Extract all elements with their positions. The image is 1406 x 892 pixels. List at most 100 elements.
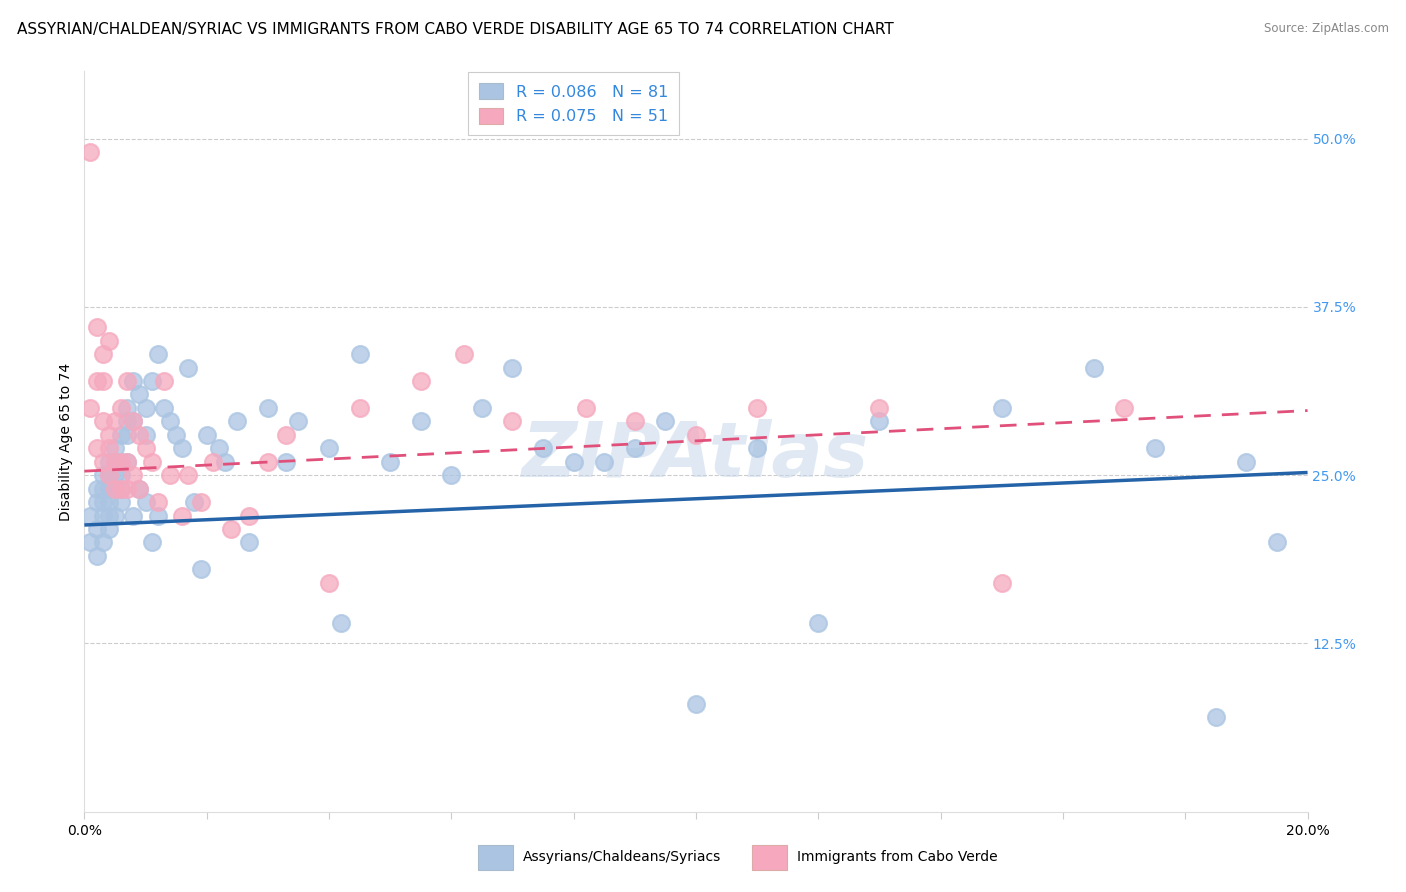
Point [97, 427, 120, 442]
Point [122, 468, 145, 483]
Point [104, 468, 127, 483]
Point [183, 495, 205, 509]
Text: Source: ZipAtlas.com: Source: ZipAtlas.com [1264, 22, 1389, 36]
Point [110, 468, 132, 483]
Point [115, 414, 138, 428]
Point [91, 535, 114, 549]
Point [172, 442, 194, 456]
Point [97, 334, 120, 348]
Point [135, 401, 157, 415]
Point [146, 508, 169, 523]
Point [276, 455, 298, 469]
Point [238, 508, 260, 523]
Point [190, 495, 212, 509]
Point [349, 401, 371, 415]
Text: ASSYRIAN/CHALDEAN/SYRIAC VS IMMIGRANTS FROM CABO VERDE DISABILITY AGE 65 TO 74 C: ASSYRIAN/CHALDEAN/SYRIAC VS IMMIGRANTS F… [17, 22, 894, 37]
Point [219, 522, 242, 536]
Point [257, 455, 280, 469]
Point [159, 468, 181, 483]
Point [991, 575, 1014, 590]
Point [318, 575, 340, 590]
Point [177, 468, 200, 483]
Point [1236, 455, 1258, 469]
Point [104, 482, 127, 496]
Legend: R = 0.086   N = 81, R = 0.075   N = 51: R = 0.086 N = 81, R = 0.075 N = 51 [468, 72, 679, 136]
Point [685, 427, 707, 442]
Point [86, 442, 108, 456]
Point [115, 455, 138, 469]
Point [471, 401, 494, 415]
Point [97, 442, 120, 456]
Point [128, 482, 150, 496]
Point [1265, 535, 1288, 549]
Point [593, 455, 616, 469]
Point [115, 374, 138, 388]
Point [86, 495, 108, 509]
Point [869, 401, 891, 415]
Point [115, 401, 138, 415]
Point [685, 697, 707, 711]
Point [91, 455, 114, 469]
Point [110, 482, 132, 496]
Point [86, 320, 108, 334]
Point [177, 360, 200, 375]
Point [807, 616, 830, 631]
Point [91, 374, 114, 388]
Point [115, 482, 138, 496]
Point [97, 508, 120, 523]
Point [104, 442, 127, 456]
Point [562, 455, 585, 469]
Point [115, 427, 138, 442]
Point [86, 549, 108, 563]
Point [135, 427, 157, 442]
Point [91, 508, 114, 523]
Point [110, 455, 132, 469]
Point [104, 455, 127, 469]
Point [122, 508, 145, 523]
Point [86, 482, 108, 496]
Point [575, 401, 598, 415]
Point [453, 347, 475, 361]
Point [1114, 401, 1136, 415]
Point [409, 374, 432, 388]
Point [153, 401, 176, 415]
Point [110, 401, 132, 415]
Point [153, 374, 176, 388]
Point [257, 401, 280, 415]
Point [276, 427, 298, 442]
Point [135, 495, 157, 509]
Point [141, 455, 163, 469]
Point [97, 522, 120, 536]
Point [128, 482, 150, 496]
Point [122, 374, 145, 388]
Point [122, 414, 145, 428]
Point [409, 414, 432, 428]
Point [318, 442, 340, 456]
Point [440, 468, 463, 483]
Point [135, 442, 157, 456]
Text: ZIPAtlas: ZIPAtlas [522, 419, 870, 493]
Point [91, 495, 114, 509]
Point [330, 616, 353, 631]
Point [287, 414, 309, 428]
Point [1083, 360, 1105, 375]
Point [869, 414, 891, 428]
Point [141, 535, 163, 549]
Point [380, 455, 402, 469]
Point [146, 495, 169, 509]
Point [146, 347, 169, 361]
Text: Assyrians/Chaldeans/Syriacs: Assyrians/Chaldeans/Syriacs [523, 850, 721, 864]
Point [110, 427, 132, 442]
Point [79, 401, 101, 415]
Point [97, 468, 120, 483]
Point [86, 374, 108, 388]
Point [104, 508, 127, 523]
Point [128, 427, 150, 442]
Point [86, 522, 108, 536]
Point [747, 401, 769, 415]
Point [624, 442, 647, 456]
Point [502, 360, 524, 375]
Point [747, 442, 769, 456]
Point [208, 442, 231, 456]
Point [238, 535, 260, 549]
